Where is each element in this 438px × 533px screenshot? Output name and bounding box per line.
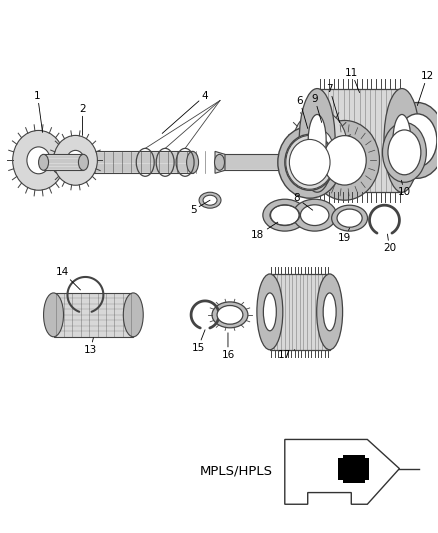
Ellipse shape xyxy=(203,195,217,205)
Ellipse shape xyxy=(27,147,50,174)
Ellipse shape xyxy=(306,130,333,166)
Text: 8: 8 xyxy=(293,193,313,210)
Ellipse shape xyxy=(384,88,420,192)
Ellipse shape xyxy=(263,293,276,331)
Polygon shape xyxy=(58,151,193,173)
Polygon shape xyxy=(270,274,330,350)
Ellipse shape xyxy=(271,205,299,225)
Ellipse shape xyxy=(337,209,362,227)
Ellipse shape xyxy=(78,155,88,171)
Polygon shape xyxy=(215,151,225,173)
Ellipse shape xyxy=(289,155,299,171)
Text: 11: 11 xyxy=(345,68,360,93)
Text: 10: 10 xyxy=(398,180,411,197)
Ellipse shape xyxy=(187,151,198,173)
Polygon shape xyxy=(285,439,399,504)
Ellipse shape xyxy=(317,274,343,350)
Ellipse shape xyxy=(323,135,366,185)
Text: 19: 19 xyxy=(338,228,351,243)
Polygon shape xyxy=(317,88,402,192)
Text: 16: 16 xyxy=(221,333,235,360)
Text: 20: 20 xyxy=(383,234,396,253)
Text: 2: 2 xyxy=(79,103,86,135)
Ellipse shape xyxy=(299,88,335,192)
Ellipse shape xyxy=(323,293,336,331)
Ellipse shape xyxy=(393,115,411,166)
Ellipse shape xyxy=(124,293,143,337)
Text: 4: 4 xyxy=(162,91,208,133)
Ellipse shape xyxy=(292,110,348,186)
Ellipse shape xyxy=(388,130,421,175)
Text: 15: 15 xyxy=(191,330,205,353)
Ellipse shape xyxy=(199,192,221,208)
Polygon shape xyxy=(219,155,294,171)
Ellipse shape xyxy=(217,305,243,324)
Ellipse shape xyxy=(293,199,337,231)
Ellipse shape xyxy=(382,123,426,182)
Ellipse shape xyxy=(43,293,64,337)
Text: 9: 9 xyxy=(311,93,321,123)
Polygon shape xyxy=(43,155,83,171)
Ellipse shape xyxy=(13,131,64,190)
Text: MPLS/HPLS: MPLS/HPLS xyxy=(200,464,273,477)
Ellipse shape xyxy=(53,135,97,185)
Text: 12: 12 xyxy=(417,70,434,106)
Ellipse shape xyxy=(308,115,326,166)
Ellipse shape xyxy=(398,114,437,167)
Ellipse shape xyxy=(215,155,225,171)
Ellipse shape xyxy=(263,199,307,231)
Text: 18: 18 xyxy=(251,222,278,240)
Text: 1: 1 xyxy=(34,91,42,132)
Ellipse shape xyxy=(67,150,84,171)
Text: 14: 14 xyxy=(56,267,81,290)
Text: 7: 7 xyxy=(326,84,339,123)
Text: 17: 17 xyxy=(278,350,295,360)
Text: 13: 13 xyxy=(84,338,97,355)
Ellipse shape xyxy=(286,135,334,189)
Ellipse shape xyxy=(285,134,335,190)
Ellipse shape xyxy=(290,140,330,185)
Ellipse shape xyxy=(39,155,49,171)
Polygon shape xyxy=(53,293,133,337)
Ellipse shape xyxy=(300,205,329,225)
Bar xyxy=(338,458,369,480)
Ellipse shape xyxy=(257,274,283,350)
Ellipse shape xyxy=(332,205,367,231)
Ellipse shape xyxy=(278,126,342,198)
Ellipse shape xyxy=(212,302,248,328)
Bar xyxy=(343,455,364,482)
Ellipse shape xyxy=(52,151,64,173)
Ellipse shape xyxy=(310,120,379,200)
Ellipse shape xyxy=(389,102,438,178)
Text: 6: 6 xyxy=(297,95,308,128)
Text: 5: 5 xyxy=(190,200,210,215)
